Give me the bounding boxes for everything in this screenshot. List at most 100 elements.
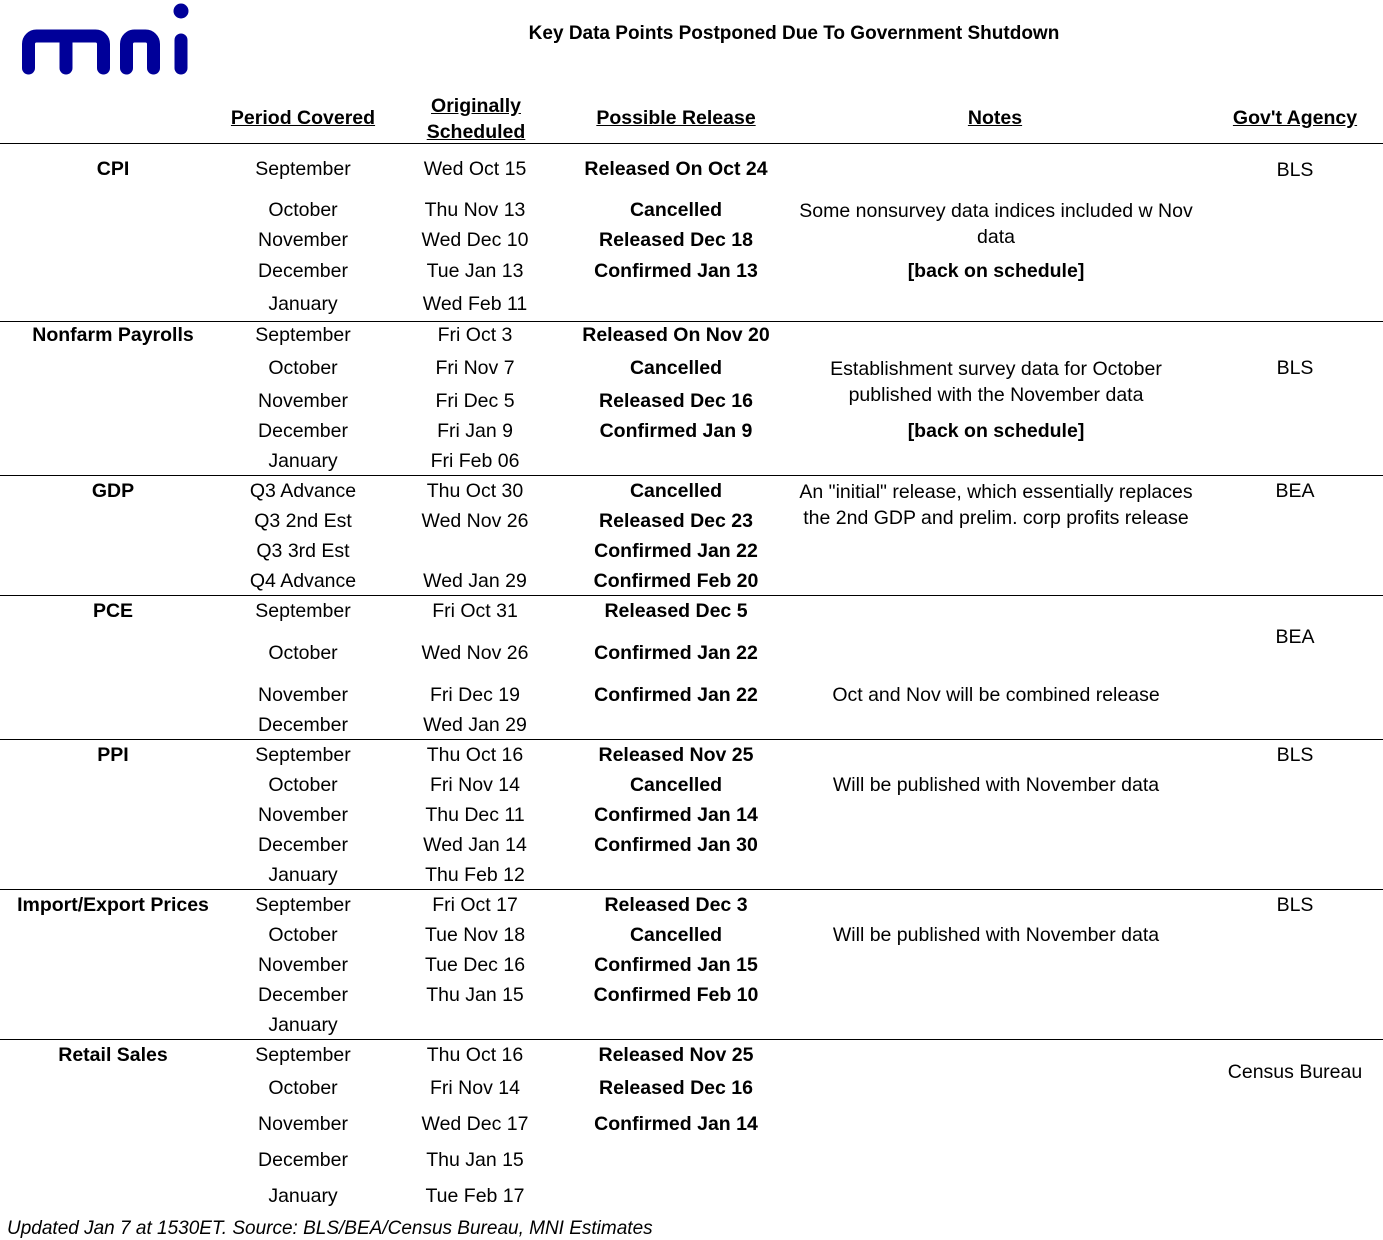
originally-scheduled: Thu Jan 15 (426, 1149, 524, 1171)
agency: BLS (1276, 744, 1314, 766)
note-line: Will be published with November data (832, 924, 1160, 946)
page-title: Key Data Points Postponed Due To Governm… (528, 23, 1060, 44)
period-covered: December (258, 834, 348, 856)
note-line: An "initial" release, which essentially … (799, 481, 1193, 503)
possible-release: Confirmed Jan 22 (594, 642, 758, 664)
group-divider (0, 1039, 1383, 1040)
possible-release: Released Dec 16 (599, 390, 753, 412)
originally-scheduled: Thu Oct 16 (426, 744, 524, 766)
period-covered: December (258, 420, 348, 442)
note-line: Will be published with November data (832, 774, 1160, 796)
possible-release: Released Dec 23 (599, 510, 753, 532)
possible-release: Released Dec 3 (604, 894, 748, 916)
note-line: [back on schedule] (907, 420, 1085, 442)
possible-release: Cancelled (629, 357, 723, 379)
originally-scheduled: Fri Nov 7 (435, 357, 515, 379)
agency: BLS (1276, 159, 1314, 181)
possible-release: Confirmed Jan 13 (594, 260, 758, 282)
period-covered: December (258, 260, 348, 282)
originally-scheduled: Wed Dec 17 (421, 1113, 529, 1135)
possible-release: Confirmed Jan 14 (594, 804, 758, 826)
header-scheduled: Scheduled (426, 121, 526, 143)
period-covered: October (268, 774, 338, 796)
agency: BLS (1276, 357, 1314, 379)
period-covered: September (255, 158, 351, 180)
period-covered: January (268, 1014, 338, 1036)
period-covered: November (258, 684, 348, 706)
agency: BLS (1276, 894, 1314, 916)
originally-scheduled: Thu Oct 30 (426, 480, 524, 502)
period-covered: November (258, 1113, 348, 1135)
period-covered: November (258, 390, 348, 412)
period-covered: Q4 Advance (249, 570, 357, 592)
period-covered: Q3 Advance (249, 480, 357, 502)
originally-scheduled: Wed Oct 15 (423, 158, 527, 180)
originally-scheduled: Fri Dec 19 (430, 684, 520, 706)
header-notes: Notes (967, 107, 1023, 129)
period-covered: December (258, 984, 348, 1006)
period-covered: January (268, 864, 338, 886)
period-covered: January (268, 293, 338, 315)
originally-scheduled: Wed Dec 10 (421, 229, 529, 251)
possible-release: Released Dec 16 (599, 1077, 753, 1099)
period-covered: October (268, 357, 338, 379)
possible-release: Confirmed Jan 22 (594, 684, 758, 706)
period-covered: October (268, 642, 338, 664)
period-covered: October (268, 1077, 338, 1099)
period-covered: December (258, 714, 348, 736)
period-covered: January (268, 450, 338, 472)
indicator-name: PCE (92, 600, 134, 622)
possible-release: Cancelled (629, 774, 723, 796)
period-covered: September (255, 894, 351, 916)
originally-scheduled: Fri Nov 14 (430, 774, 520, 796)
originally-scheduled: Fri Nov 14 (430, 1077, 520, 1099)
period-covered: September (255, 1044, 351, 1066)
indicator-name: CPI (96, 158, 130, 180)
possible-release: Released Nov 25 (598, 744, 754, 766)
period-covered: Q3 3rd Est (256, 540, 350, 562)
note-line: Some nonsurvey data indices included w N… (799, 200, 1193, 222)
originally-scheduled: Wed Jan 29 (423, 570, 527, 592)
note-line: [back on schedule] (907, 260, 1085, 282)
possible-release: Confirmed Jan 14 (594, 1113, 758, 1135)
period-covered: September (255, 600, 351, 622)
indicator-name: Retail Sales (58, 1044, 168, 1066)
period-covered: September (255, 744, 351, 766)
originally-scheduled: Fri Feb 06 (430, 450, 520, 472)
originally-scheduled: Wed Jan 29 (423, 714, 527, 736)
possible-release: Released On Nov 20 (582, 324, 770, 346)
originally-scheduled: Tue Nov 18 (424, 924, 526, 946)
originally-scheduled: Fri Oct 17 (432, 894, 518, 916)
originally-scheduled: Wed Jan 14 (423, 834, 527, 856)
note-line: Establishment survey data for October (830, 358, 1162, 380)
possible-release: Confirmed Jan 15 (594, 954, 758, 976)
possible-release: Released Dec 5 (604, 600, 748, 622)
header-originally: Originally (431, 95, 521, 117)
period-covered: November (258, 954, 348, 976)
possible-release: Released Nov 25 (598, 1044, 754, 1066)
originally-scheduled: Thu Oct 16 (426, 1044, 524, 1066)
agency: Census Bureau (1227, 1061, 1363, 1083)
possible-release: Confirmed Jan 30 (594, 834, 758, 856)
indicator-name: Nonfarm Payrolls (32, 324, 194, 346)
possible-release: Released On Oct 24 (584, 158, 768, 180)
note-line: published with the November data (848, 384, 1144, 406)
header-period-covered: Period Covered (230, 107, 376, 129)
possible-release: Cancelled (629, 480, 723, 502)
originally-scheduled: Wed Feb 11 (422, 293, 528, 315)
possible-release: Released Dec 18 (599, 229, 753, 251)
agency: BEA (1275, 480, 1315, 502)
agency: BEA (1275, 626, 1315, 648)
mni-logo (22, 3, 189, 75)
originally-scheduled: Thu Dec 11 (425, 804, 525, 826)
indicator-name: Import/Export Prices (17, 894, 209, 916)
originally-scheduled: Fri Oct 31 (432, 600, 518, 622)
group-divider (0, 595, 1383, 596)
originally-scheduled: Wed Nov 26 (421, 510, 529, 532)
originally-scheduled: Wed Nov 26 (421, 642, 529, 664)
period-covered: October (268, 199, 338, 221)
period-covered: December (258, 1149, 348, 1171)
originally-scheduled: Thu Nov 13 (424, 199, 526, 221)
originally-scheduled: Fri Jan 9 (437, 420, 513, 442)
indicator-name: PPI (97, 744, 129, 766)
